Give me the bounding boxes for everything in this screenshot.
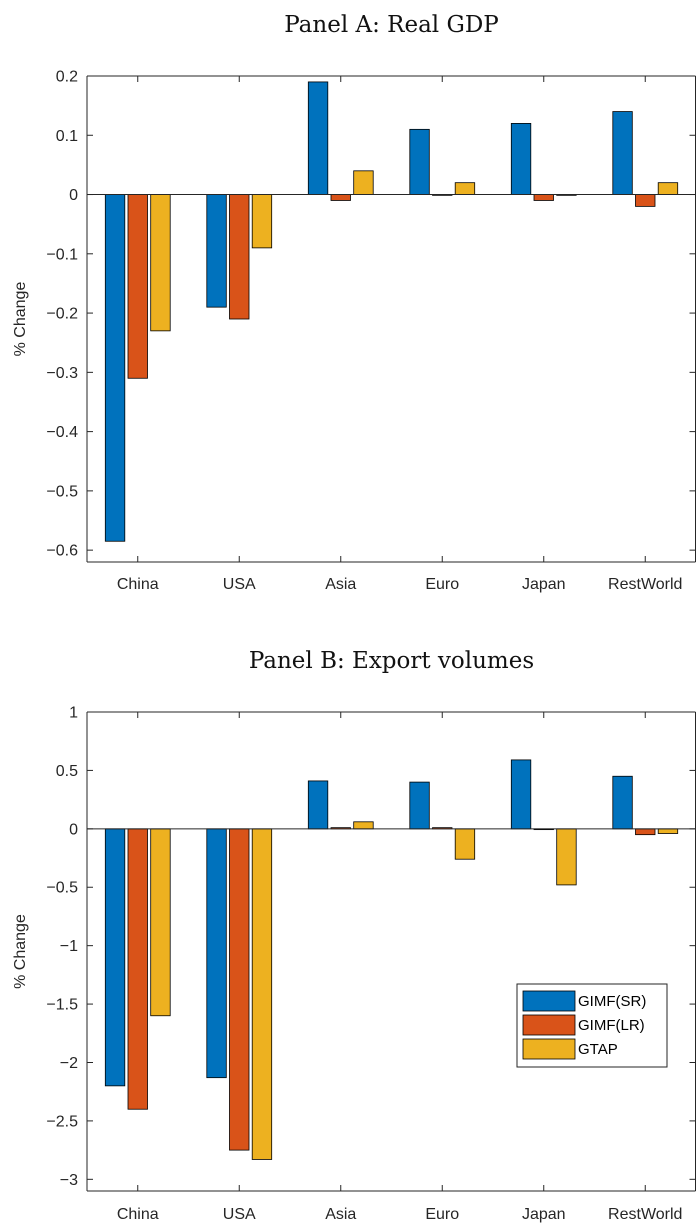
bar-gimf-lr-restworld — [635, 194, 656, 207]
x-tick-label: RestWorld — [608, 576, 682, 593]
y-tick-label: −0.3 — [46, 365, 78, 382]
bar-gimf-sr-euro — [409, 128, 430, 195]
y-tick-label: −2.5 — [46, 1113, 78, 1130]
bar-gtap-euro — [454, 182, 476, 195]
bar-gtap-usa — [251, 194, 273, 249]
bar-gimf-lr-japan — [533, 194, 554, 201]
x-tick-label: Euro — [425, 1206, 459, 1223]
bar-gimf-sr-asia — [307, 780, 329, 830]
bar-gimf-sr-usa — [206, 828, 227, 1079]
bar-gtap-china — [150, 194, 171, 332]
bar-gimf-sr-euro — [409, 781, 430, 830]
x-tick-label: Asia — [325, 1206, 356, 1223]
bar-gimf-sr-japan — [510, 759, 532, 830]
y-tick-label: −0.2 — [46, 306, 78, 323]
y-axis-title: % Change — [12, 282, 29, 357]
bar-gtap-japan — [556, 828, 577, 886]
y-axis-title: % Change — [12, 914, 29, 989]
y-tick-label: 0.1 — [56, 128, 78, 145]
bar-gimf-lr-china — [127, 194, 148, 379]
legend-label: GIMF(LR) — [578, 1017, 645, 1034]
x-tick-label: RestWorld — [608, 1206, 682, 1223]
x-tick-label: Euro — [425, 576, 459, 593]
bar-gimf-sr-china — [104, 194, 126, 542]
bar-gtap-asia — [353, 821, 374, 830]
panel-b: Panel B: Export volumes 1 0.5 0 −0.5 −1 −1.5 −2… — [12, 648, 696, 1223]
bar-gimf-lr-usa — [229, 828, 250, 1151]
bar-gimf-lr-asia — [330, 194, 351, 201]
x-tick-label: Japan — [522, 1206, 566, 1223]
bar-gimf-sr-asia — [307, 81, 329, 195]
bar-gimf-sr-japan — [510, 123, 532, 195]
y-tick-label: −0.5 — [46, 483, 78, 500]
chart-title: Panel B: Export volumes — [249, 648, 534, 674]
y-tick-label: 0 — [69, 187, 78, 204]
legend-label: GIMF(SR) — [578, 993, 646, 1010]
panel-a: Panel A: Real GDP 0.2 0.1 0 −0.1 −0.2 −0.3 −0.4… — [12, 12, 696, 593]
y-tick-label: −1 — [60, 938, 78, 955]
bar-gtap-usa — [251, 828, 273, 1160]
legend: GIMF(SR) GIMF(LR) GTAP — [516, 983, 668, 1068]
bar-gtap-china — [150, 828, 171, 1017]
y-tick-label: −3 — [60, 1172, 78, 1189]
chart-title: Panel A: Real GDP — [284, 12, 499, 38]
y-tick-label: −2 — [60, 1055, 78, 1072]
bar-gimf-sr-restworld — [612, 775, 633, 830]
y-tick-label: −0.5 — [46, 880, 78, 897]
y-tick-label: 0 — [69, 821, 78, 838]
bar-gimf-sr-usa — [206, 194, 227, 308]
bar-gimf-sr-china — [104, 828, 126, 1087]
legend-label: GTAP — [578, 1041, 618, 1058]
y-tick-label: −0.1 — [46, 246, 78, 263]
x-tick-label: China — [117, 1206, 159, 1223]
x-tick-label: Japan — [522, 576, 566, 593]
bar-gimf-lr-china — [127, 828, 148, 1110]
bar-gtap-restworld — [657, 182, 679, 195]
x-tick-label: USA — [223, 1206, 256, 1223]
bar-gimf-sr-restworld — [612, 111, 633, 195]
bar-gtap-euro — [454, 828, 476, 860]
y-tick-label: 0.2 — [56, 69, 78, 86]
y-tick-label: −1.5 — [46, 997, 78, 1014]
legend-swatch — [522, 990, 576, 1012]
y-tick-label: −0.6 — [46, 543, 78, 560]
bar-gimf-lr-usa — [229, 194, 250, 320]
x-tick-label: China — [117, 576, 159, 593]
y-tick-label: 1 — [69, 705, 78, 722]
legend-swatch — [522, 1038, 576, 1060]
bar-gtap-asia — [353, 170, 374, 195]
bar-gtap-restworld — [657, 828, 679, 834]
bar-gimf-lr-restworld — [635, 828, 656, 836]
y-tick-label: −0.4 — [46, 424, 78, 441]
x-tick-label: USA — [223, 576, 256, 593]
y-tick-label: 0.5 — [56, 763, 78, 780]
x-tick-label: Asia — [325, 576, 356, 593]
legend-swatch — [522, 1014, 576, 1036]
